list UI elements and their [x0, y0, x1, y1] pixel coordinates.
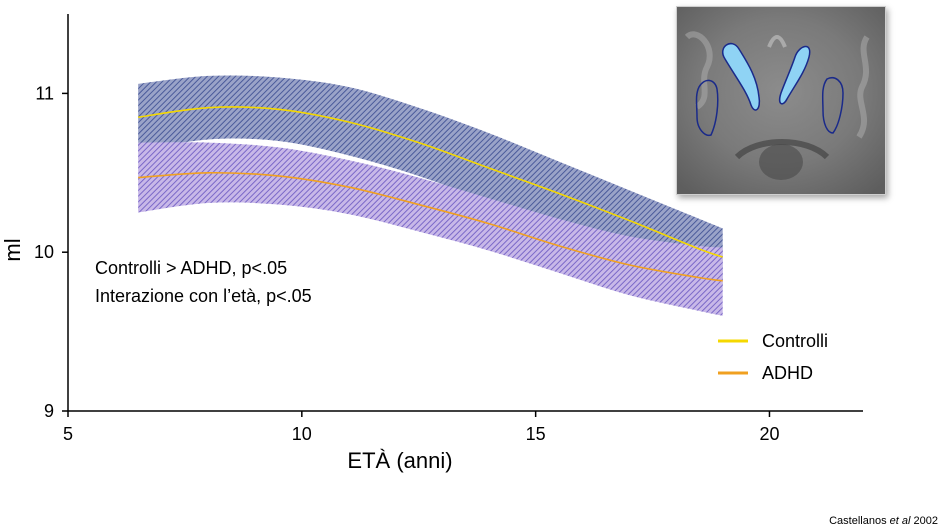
citation: Castellanos et al 2002: [829, 515, 938, 527]
x-tick-label: 20: [759, 424, 779, 444]
axes: [67, 14, 863, 412]
legend: Controlli ADHD: [718, 331, 828, 383]
mean-line-controlli: [138, 106, 723, 258]
caudate-right: [778, 45, 811, 105]
citation-year: 2002: [913, 515, 938, 527]
citation-author: Castellanos: [829, 515, 887, 527]
band-layer: [138, 75, 723, 316]
putamen-right: [821, 77, 844, 134]
x-tick-label: 10: [292, 424, 312, 444]
annotation-1: Controlli > ADHD, p<.05: [95, 258, 287, 278]
annotation-2: Interazione con l’età, p<.05: [95, 286, 312, 306]
putamen-left: [695, 79, 719, 137]
band-controlli: [138, 75, 723, 286]
legend-label-controlli: Controlli: [762, 331, 828, 351]
x-tick-label: 15: [526, 424, 546, 444]
citation-etal: et al: [889, 515, 911, 527]
caudate-left: [722, 42, 761, 111]
mean-line-adhd: [138, 171, 723, 282]
x-tick-label: 5: [63, 424, 73, 444]
y-axis-title: ml: [0, 238, 25, 261]
y-tick-label: 9: [44, 401, 54, 421]
brain-mri-image: [677, 7, 885, 194]
band-adhd: [138, 142, 723, 316]
brain-mri-inset: [676, 6, 886, 195]
y-tick-label: 11: [35, 83, 54, 103]
y-tick-label: 10: [34, 242, 54, 262]
legend-label-adhd: ADHD: [762, 363, 813, 383]
ticks: 5 10 15 20 9 10 11: [34, 83, 780, 444]
x-axis-title: ETÀ (anni): [347, 448, 452, 473]
mean-line-layer: [138, 106, 723, 282]
